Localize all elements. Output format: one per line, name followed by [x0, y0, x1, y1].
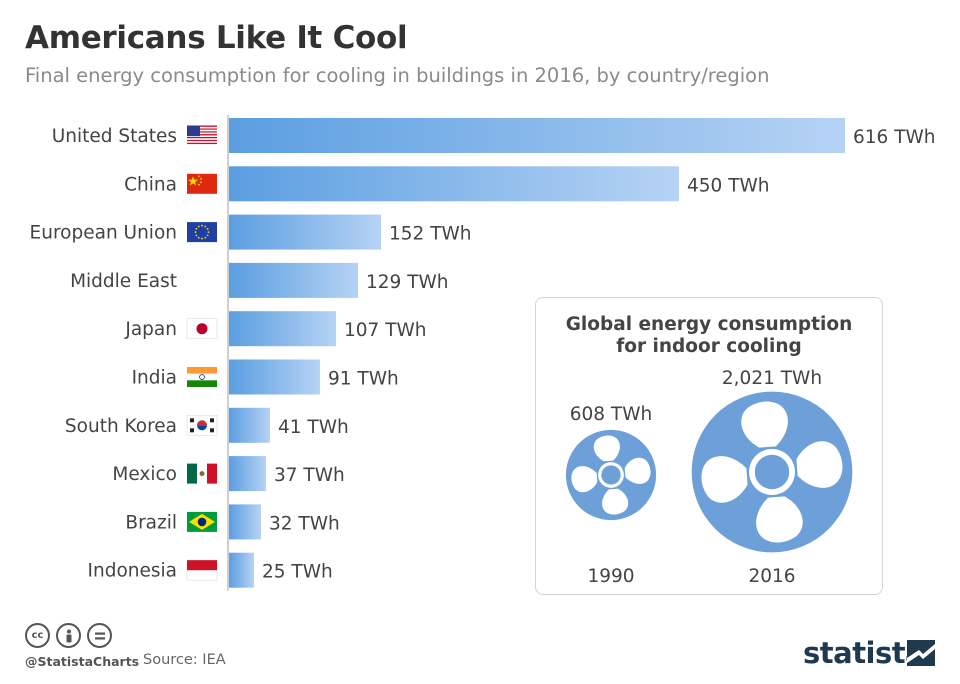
inset-title-line2: for indoor cooling — [616, 336, 802, 357]
fan-blade — [741, 401, 788, 448]
bar — [229, 262, 358, 298]
global-cooling-inset: Global energy consumption for indoor coo… — [535, 297, 883, 595]
bar — [229, 166, 679, 202]
bar — [229, 118, 845, 153]
value-label: 616 TWh — [853, 127, 936, 148]
cc-icon[interactable]: cc — [25, 623, 50, 648]
value-label: 25 TWh — [262, 562, 333, 583]
fan-1990-value: 608 TWh — [569, 404, 653, 425]
value-label: 32 TWh — [269, 513, 340, 534]
fan-blade — [756, 496, 803, 543]
value-label: 91 TWh — [328, 369, 399, 390]
bar — [229, 456, 266, 492]
statista-logo-mark-icon — [907, 640, 935, 666]
south-korea-flag-icon — [186, 414, 218, 436]
value-label: 152 TWh — [389, 224, 472, 245]
us-flag-icon — [187, 125, 217, 145]
source-label: Source: IEA — [143, 652, 226, 668]
mexico-flag-icon — [187, 463, 217, 484]
japan-flag-icon — [186, 318, 218, 340]
by-icon[interactable] — [56, 623, 81, 648]
fan-icon — [691, 391, 853, 553]
value-label: 450 TWh — [687, 175, 770, 196]
fan-icon — [565, 429, 657, 521]
value-label: 41 TWh — [278, 417, 349, 438]
bar — [229, 214, 381, 250]
indonesia-flag-icon — [186, 559, 218, 581]
fan-blade — [571, 466, 598, 493]
fan-blade — [624, 457, 651, 484]
category-label: European Union — [30, 223, 177, 244]
value-label: 129 TWh — [366, 272, 449, 293]
category-label: United States — [52, 126, 177, 147]
bar — [229, 359, 320, 395]
fan-blade — [593, 435, 620, 462]
chart-subtitle: Final energy consumption for cooling in … — [25, 64, 770, 87]
bar — [229, 552, 254, 588]
india-flag-icon — [187, 367, 217, 387]
bar — [229, 504, 261, 540]
category-label: Japan — [124, 319, 177, 340]
category-label: India — [132, 368, 177, 389]
fan-blade — [796, 441, 843, 488]
category-label: China — [124, 174, 177, 195]
category-label: Middle East — [70, 271, 177, 292]
license-icons: cc — [25, 623, 112, 648]
inset-title-line1: Global energy consumption — [565, 314, 853, 335]
fan-blade — [602, 488, 629, 515]
value-label: 37 TWh — [274, 465, 345, 486]
bar — [229, 311, 336, 347]
eu-flag-icon — [187, 222, 217, 243]
brazil-flag-icon — [187, 511, 217, 532]
bar — [229, 407, 270, 443]
nd-icon[interactable] — [87, 623, 112, 648]
bar-chart: United States 616 TWh China 450 TWh European… — [30, 115, 936, 591]
chart-title: Americans Like It Cool — [25, 20, 408, 56]
bars-layer: United States 616 TWh China 450 TWh European… — [30, 115, 936, 591]
fan-1990-year: 1990 — [587, 566, 635, 587]
category-label: South Korea — [65, 416, 177, 437]
category-label: Indonesia — [88, 561, 177, 582]
statista-handle[interactable]: @StatistaCharts — [25, 654, 140, 669]
fan-2016-value: 2,021 TWh — [721, 368, 823, 389]
fan-2016-year: 2016 — [748, 566, 796, 587]
fan-blade — [701, 456, 748, 503]
value-label: 107 TWh — [344, 320, 427, 341]
statista-logo[interactable]: statista — [803, 636, 925, 670]
inset-title: Global energy consumption for indoor coo… — [536, 314, 882, 358]
china-flag-icon — [187, 173, 217, 194]
category-label: Mexico — [112, 464, 177, 485]
category-label: Brazil — [125, 512, 177, 533]
